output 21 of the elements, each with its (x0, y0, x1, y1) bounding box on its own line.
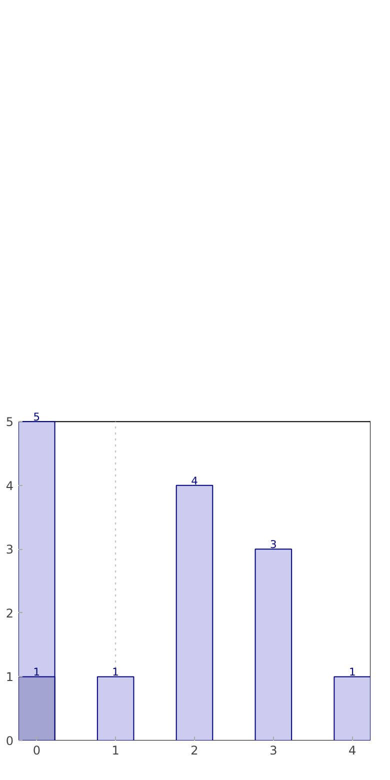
bar (254, 548, 292, 740)
bar (176, 484, 214, 740)
bar (334, 676, 370, 740)
y-tick-label: 2 (6, 606, 14, 620)
data-label: 1 (348, 666, 356, 679)
y-tick-label: 4 (6, 478, 14, 493)
x-tick-label: 2 (190, 744, 198, 758)
data-label: 5 (33, 410, 40, 424)
x-tick-label: 1 (112, 744, 120, 758)
data-label: 3 (270, 538, 277, 552)
y-tick-label: 5 (6, 415, 14, 430)
y-tick-label: 0 (6, 734, 14, 748)
data-label: 1 (112, 666, 119, 679)
x-tick-label: 0 (32, 744, 40, 758)
data-label: 4 (191, 474, 198, 488)
x-tick-label: 3 (270, 744, 278, 758)
y-tick-label: 1 (6, 670, 14, 684)
bar (96, 676, 134, 740)
y-tick-label: 3 (6, 542, 14, 557)
data-label: 1 (33, 666, 40, 679)
x-tick-label: 4 (348, 744, 356, 758)
